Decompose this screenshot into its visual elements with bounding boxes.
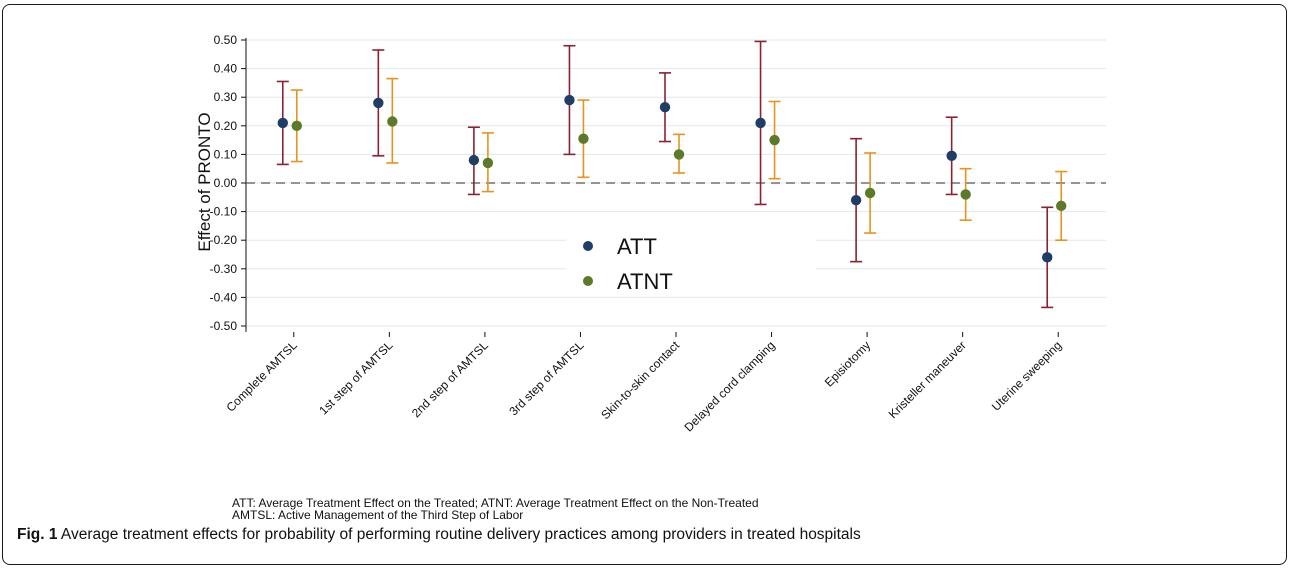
y-tick-label: 0.10 — [214, 147, 238, 161]
data-point — [960, 189, 971, 200]
x-tick-label: Episiotomy — [822, 338, 873, 389]
data-point — [373, 97, 384, 109]
y-tick-layer: 0.50 0.40 0.30 0.20 0.10 0.00 -0.10 -0.20 -0.30 -… — [210, 33, 246, 333]
data-point — [482, 157, 494, 169]
notes-line-1: ATT: Average Treatment Effect on the Tre… — [232, 496, 759, 510]
data-point — [1042, 252, 1053, 263]
data-point — [468, 154, 480, 166]
data-point — [291, 120, 302, 131]
data-point — [659, 102, 671, 113]
x-tick-label: 2nd step of AMTSL — [409, 338, 491, 420]
data-point — [673, 149, 685, 160]
data-point — [578, 133, 589, 144]
legend-label-atnt: ATNT — [617, 269, 673, 294]
y-tick-label: 0.40 — [214, 62, 238, 76]
legend-swatch-atnt — [583, 276, 593, 286]
y-tick-label: 0.30 — [214, 90, 238, 104]
data-point — [850, 194, 862, 206]
x-tick-label: Delayed cord clamping — [681, 338, 777, 434]
x-tick-label: Complete AMTSL — [223, 338, 300, 415]
x-tick-label: Kristeller maneuver — [886, 338, 969, 421]
effect-chart: 0.50 0.40 0.30 0.20 0.10 0.00 -0.10 -0.20 -0.30 -… — [195, 33, 1106, 434]
legend-swatch-att — [583, 241, 593, 251]
x-tick-label: Skin-to-skin contact — [598, 338, 682, 422]
legend-background — [566, 237, 816, 293]
y-tick-label: -0.10 — [210, 205, 238, 219]
data-point — [277, 117, 288, 129]
series-layer — [276, 40, 1068, 309]
data-point — [946, 150, 957, 162]
figure-caption: Fig. 1 Average treatment effects for pro… — [17, 526, 861, 544]
legend-label-att: ATT — [617, 234, 657, 259]
figure-frame — [2, 4, 1287, 565]
caption-label: Fig. 1 — [17, 526, 58, 543]
caption-text: Average treatment effects for probabilit… — [57, 526, 861, 543]
x-tick-layer: Complete AMTSL 1st step of AMTSL 2nd step … — [223, 332, 1064, 434]
y-tick-label: -0.20 — [210, 233, 238, 247]
y-tick-label: 0.50 — [214, 33, 238, 47]
legend: ATT ATNT — [566, 234, 816, 294]
y-tick-label: 0.20 — [214, 119, 238, 133]
data-point — [564, 94, 575, 106]
series-att — [276, 40, 1054, 309]
data-point — [755, 117, 766, 129]
y-tick-label: 0.00 — [214, 176, 238, 190]
x-tick-label: Uterine sweeping — [989, 338, 1064, 413]
x-tick-label: 3rd step of AMTSL — [506, 338, 586, 418]
x-tick-label: 1st step of AMTSL — [316, 338, 395, 417]
data-point — [1056, 200, 1067, 212]
y-tick-label: -0.50 — [210, 319, 238, 333]
notes-line-2: AMTSL: Active Management of the Third St… — [232, 508, 524, 522]
data-point — [769, 134, 780, 146]
y-axis-title: Effect of PRONTO — [195, 112, 214, 251]
data-point — [387, 116, 398, 127]
y-tick-label: -0.30 — [210, 262, 238, 276]
chart-notes: ATT: Average Treatment Effect on the Tre… — [232, 497, 759, 521]
data-point — [864, 187, 876, 199]
series-atnt — [290, 77, 1068, 241]
y-tick-label: -0.40 — [210, 290, 238, 304]
